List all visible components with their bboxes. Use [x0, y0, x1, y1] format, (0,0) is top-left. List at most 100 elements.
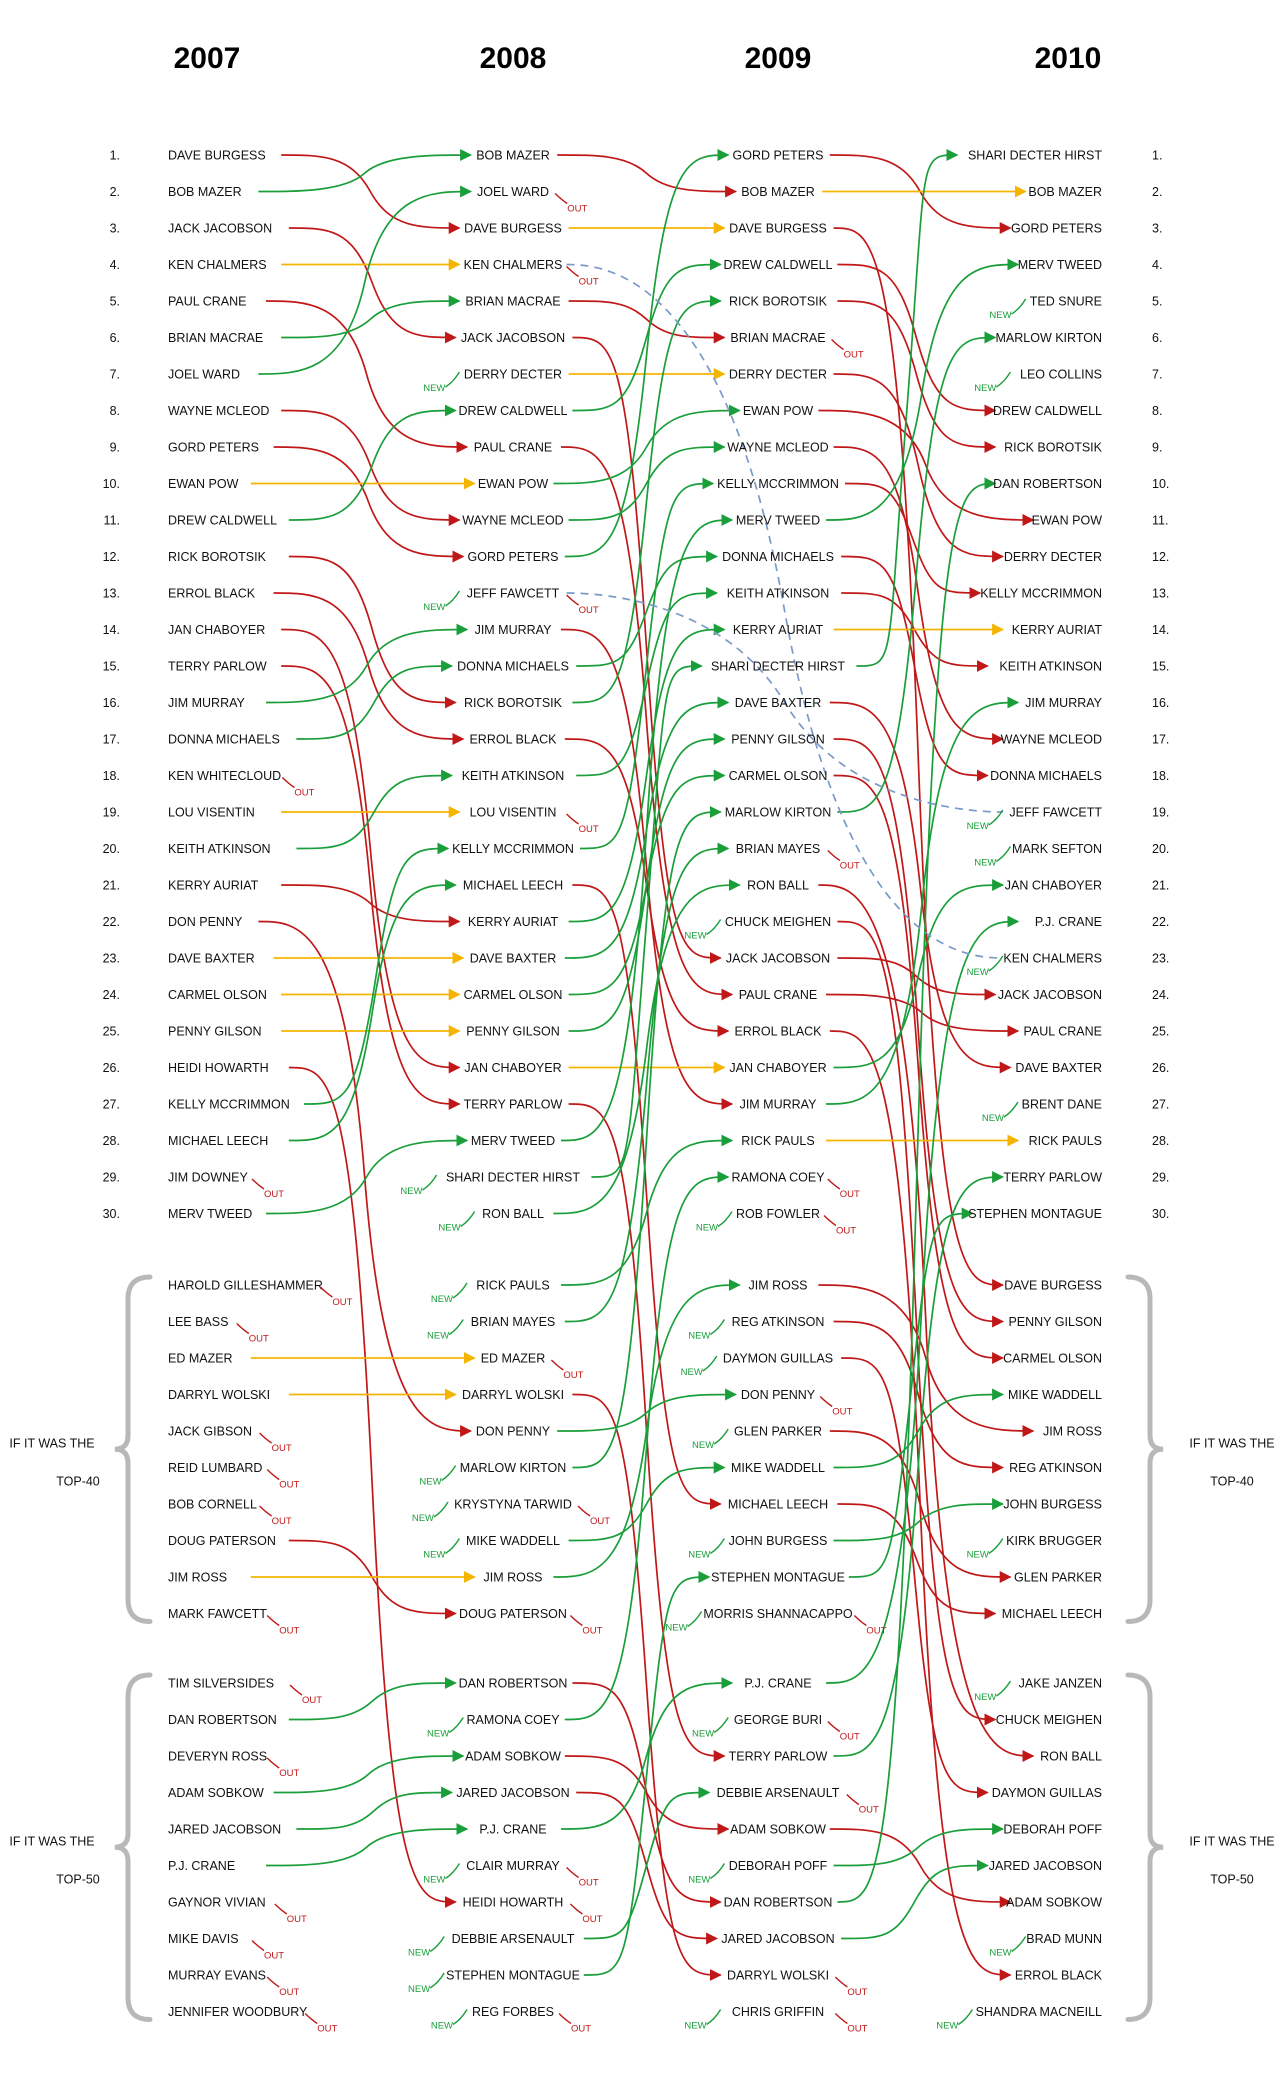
name-label: DONNA MICHAELS [722, 550, 834, 564]
out-tag: OUT [279, 1987, 299, 1998]
new-tick [429, 1972, 445, 1989]
new-tag: NEW [974, 858, 996, 869]
rank-number-left: 9. [110, 441, 120, 455]
new-tag: NEW [967, 1550, 989, 1561]
name-label: DAYMON GUILLAS [723, 1352, 833, 1366]
name-label: P.J. CRANE [479, 1823, 546, 1837]
connection-lines [250, 149, 1035, 1981]
name-label: MURRAY EVANS [168, 1969, 266, 1983]
out-tick [569, 1615, 583, 1627]
link-carmel-olson-2009 [833, 774, 1004, 1364]
name-label: DEBORAH POFF [729, 1859, 828, 1873]
name-label: MARK SEFTON [1012, 842, 1102, 856]
name-label: DAVE BAXTER [1015, 1061, 1102, 1075]
name-label: WAYNE MCLEOD [1001, 733, 1102, 747]
name-label: GORD PETERS [1011, 222, 1102, 236]
new-tag: NEW [423, 602, 445, 613]
new-tag: NEW [692, 1440, 714, 1451]
rank-number-left: 25. [103, 1025, 120, 1039]
out-tick [566, 813, 579, 825]
name-label: BRENT DANE [1022, 1098, 1102, 1112]
name-label: MIKE WADDELL [1008, 1388, 1102, 1402]
link-wayne-mcleod-2007 [281, 409, 461, 526]
name-label: ERROL BLACK [734, 1025, 822, 1039]
name-label: DEBBIE ARSENAULT [717, 1786, 840, 1800]
name-label: HEIDI HOWARTH [463, 1896, 564, 1910]
name-label: MICHAEL LEECH [728, 1498, 828, 1512]
link-rick-borotsik-2007 [288, 555, 457, 709]
link-michael-leech-2008 [572, 884, 722, 1510]
name-label: KELLY MCCRIMMON [717, 477, 839, 491]
name-label: RAMONA COEY [731, 1171, 825, 1185]
rank-number-left: 15. [103, 660, 120, 674]
link-heidi-howarth-2007 [288, 1066, 457, 1908]
name-label: TERRY PARLOW [1003, 1171, 1102, 1185]
name-label: GORD PETERS [733, 149, 824, 163]
name-label: SHARI DECTER HIRST [446, 1171, 580, 1185]
link-wayne-mcleod-2008 [568, 441, 726, 521]
name-label: KERRY AURIAT [733, 623, 824, 637]
out-tick [251, 1940, 265, 1952]
link-merv-tweed-2008 [560, 514, 734, 1142]
rank-number-right: 29. [1152, 1171, 1169, 1185]
name-label: ROB FOWLER [736, 1207, 820, 1221]
out-tag: OUT [582, 1914, 602, 1925]
out-tag: OUT [866, 1626, 886, 1637]
name-label: BRIAN MACRAE [730, 331, 825, 345]
name-label: JACK JACOBSON [998, 988, 1102, 1002]
link-penny-gilson-2009 [833, 738, 1004, 1328]
name-label: JAN CHABOYER [168, 623, 265, 637]
rank-number-right: 23. [1152, 952, 1169, 966]
name-label: RICK PAULS [476, 1279, 549, 1293]
rank-number-left: 16. [103, 696, 120, 710]
name-label: P.J. CRANE [1035, 915, 1102, 929]
out-tag: OUT [579, 277, 599, 288]
link-mike-waddell-2008 [568, 1461, 726, 1542]
rank-number-right: 8. [1152, 404, 1162, 418]
name-label: DREW CALDWELL [168, 514, 277, 528]
name-label: RON BALL [1040, 1750, 1102, 1764]
new-tag: NEW [665, 1623, 687, 1634]
name-label: DAVE BURGESS [464, 222, 562, 236]
year-header-2008: 2008 [480, 42, 547, 75]
name-label: CHRIS GRIFFIN [732, 2005, 824, 2019]
name-label: BRIAN MACRAE [168, 331, 263, 345]
link-shari-decter-hirst-2009 [856, 149, 959, 667]
rank-number-right: 3. [1152, 222, 1162, 236]
name-label: PAUL CRANE [739, 988, 818, 1002]
name-label: KEN CHALMERS [1003, 952, 1102, 966]
name-label: HEIDI HOWARTH [168, 1061, 269, 1075]
name-label: PENNY GILSON [466, 1025, 560, 1039]
name-label: KEITH ATKINSON [462, 769, 565, 783]
rank-number-right: 30. [1152, 1207, 1169, 1221]
out-tag: OUT [582, 1626, 602, 1637]
name-label: KELLY MCCRIMMON [168, 1098, 290, 1112]
link-darryl-wolski-2008 [572, 1393, 722, 1981]
new-tick [1011, 298, 1027, 315]
name-label: DARRYL WOLSKI [462, 1388, 564, 1402]
name-label: KEN CHALMERS [168, 258, 267, 272]
new-tick [445, 1863, 461, 1880]
name-label: PENNY GILSON [731, 733, 825, 747]
name-label: JIM MURRAY [475, 623, 553, 637]
out-tick [319, 1286, 333, 1298]
name-label: JARED JACOBSON [456, 1786, 569, 1800]
new-tag: NEW [408, 1948, 430, 1959]
year-header-2007: 2007 [174, 42, 241, 75]
name-label: CLAIR MURRAY [466, 1859, 560, 1873]
rank-number-left: 23. [103, 952, 120, 966]
brace-label-line2: TOP-40 [1210, 1474, 1254, 1488]
out-tag: OUT [567, 204, 587, 215]
rank-number-right: 27. [1152, 1098, 1169, 1112]
name-label: WAYNE MCLEOD [462, 514, 563, 528]
rank-number-left: 13. [103, 587, 120, 601]
name-label: PAUL CRANE [1024, 1025, 1103, 1039]
out-tick [266, 1976, 280, 1988]
name-label: EWAN POW [168, 477, 239, 491]
name-label: RICK BOROTSIK [168, 550, 267, 564]
link-kerry-auriat-2008 [568, 623, 726, 923]
name-label: LOU VISENTIN [168, 806, 255, 820]
name-label: ED MAZER [168, 1352, 233, 1366]
name-label: KRYSTYNA TARWID [454, 1498, 572, 1512]
rank-number-left: 11. [104, 514, 120, 528]
